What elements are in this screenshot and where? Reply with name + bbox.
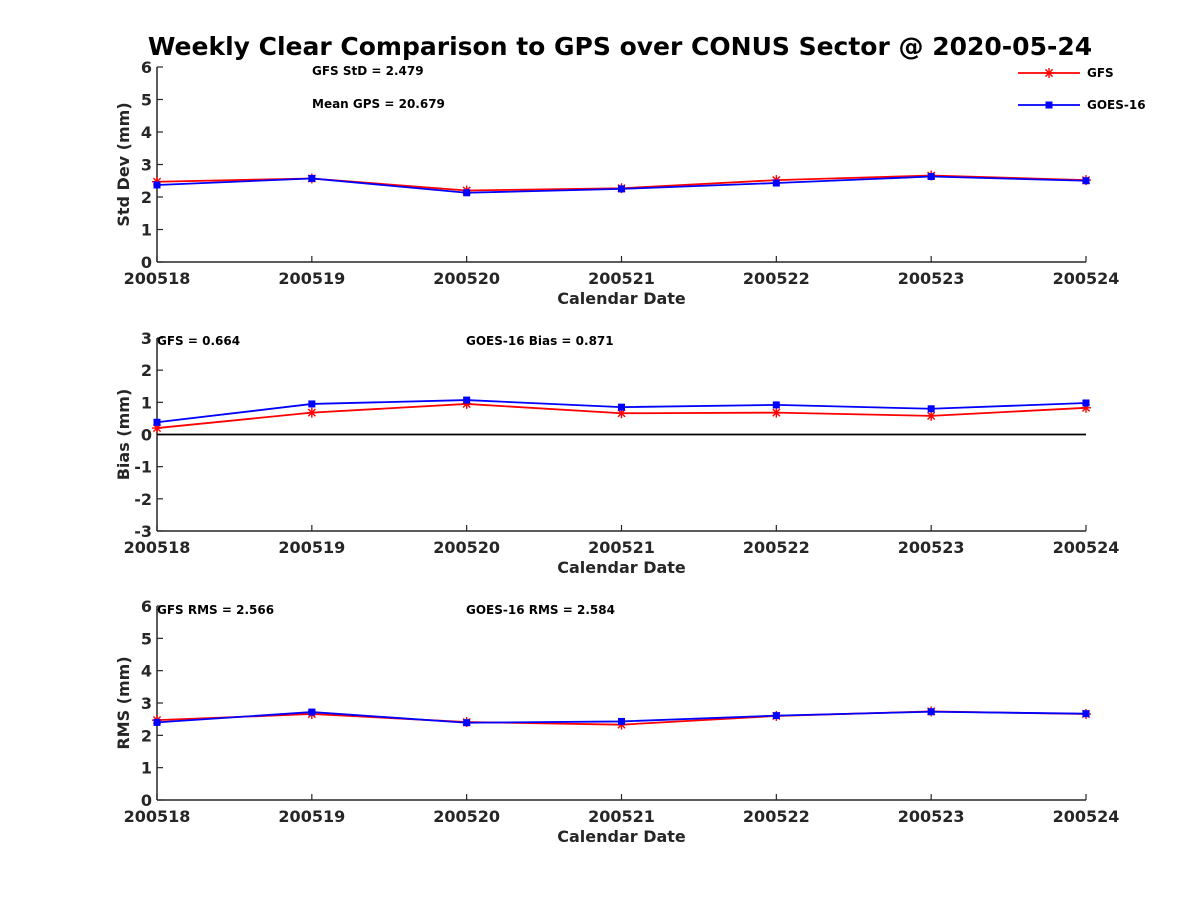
x-tick-label: 200523	[898, 807, 965, 826]
stat-annotation: GFS = 0.664	[157, 334, 240, 348]
x-axis-label: Calendar Date	[557, 289, 686, 308]
goes-16-data-point	[308, 174, 316, 182]
x-tick-label: 200523	[898, 269, 965, 288]
y-tick-label: 1	[141, 221, 152, 240]
goes-16-data-point	[772, 179, 780, 187]
y-axis-label: RMS (mm)	[114, 656, 133, 749]
stat-annotation: GOES-16 Bias = 0.871	[466, 334, 614, 348]
y-tick-label: 3	[141, 329, 152, 348]
y-axis-label: Bias (mm)	[114, 389, 133, 481]
x-tick-label: 200520	[433, 269, 500, 288]
y-tick-label: 1	[141, 393, 152, 412]
x-tick-label: 200524	[1053, 807, 1120, 826]
y-tick-label: -3	[134, 522, 152, 541]
x-tick-label: 200519	[278, 807, 345, 826]
x-tick-label: 200520	[433, 538, 500, 557]
goes-16-data-point	[618, 403, 625, 411]
goes-16-data-point	[463, 719, 471, 727]
gfs-data-point	[306, 407, 317, 418]
x-tick-label: 200524	[1053, 538, 1120, 557]
y-tick-label: -2	[134, 490, 152, 509]
y-axis-label: Std Dev (mm)	[114, 102, 133, 226]
gfs-data-point	[616, 408, 627, 419]
y-tick-label: 4	[141, 662, 152, 681]
y-tick-label: 6	[141, 58, 152, 77]
goes-16-data-point	[1082, 399, 1090, 407]
legend-gfs-marker	[1044, 68, 1054, 78]
goes-16-data-point	[618, 185, 625, 193]
y-tick-label: 3	[141, 694, 152, 713]
y-tick-label: 0	[141, 253, 152, 272]
x-tick-label: 200518	[124, 538, 191, 557]
y-tick-label: 2	[141, 361, 152, 380]
goes-16-data-point	[1082, 710, 1090, 718]
y-tick-label: 3	[141, 156, 152, 175]
x-tick-label: 200521	[588, 269, 655, 288]
y-tick-label: 4	[141, 123, 152, 142]
goes-16-data-point	[927, 405, 935, 413]
gfs-data-point	[926, 410, 937, 421]
std-dev-panel: 0 1 2 3 4 5 6 200518 200519 200520 200521 200522 200…	[114, 58, 1119, 308]
legend-gfs-label: GFS	[1087, 66, 1114, 80]
goes-16-data-point	[153, 418, 161, 426]
stat-annotation: GOES-16 RMS = 2.584	[466, 603, 615, 617]
bias-panel: -3 -2 -1 0 1 2 3 200518 200519 200520 200521 200522…	[114, 329, 1119, 577]
legend: GFS GOES-16	[1018, 66, 1146, 112]
goes-16-data-point	[308, 708, 316, 716]
goes-16-data-point	[153, 181, 161, 189]
y-tick-label: -1	[134, 458, 152, 477]
goes-16-data-point	[772, 712, 780, 720]
x-tick-label: 200521	[588, 538, 655, 557]
gfs-data-point	[771, 407, 782, 418]
y-tick-label: 6	[141, 597, 152, 616]
figure-title: Weekly Clear Comparison to GPS over CONU…	[148, 32, 1092, 61]
x-tick-label: 200518	[124, 269, 191, 288]
legend-goes-16-marker	[1045, 101, 1053, 109]
x-tick-label: 200521	[588, 807, 655, 826]
stat-annotation: GFS RMS = 2.566	[157, 603, 274, 617]
y-tick-label: 1	[141, 759, 152, 778]
y-tick-label: 0	[141, 791, 152, 810]
x-axis-label: Calendar Date	[557, 558, 686, 577]
stat-annotation: GFS StD = 2.479	[312, 64, 424, 78]
x-tick-label: 200522	[743, 807, 810, 826]
y-tick-label: 2	[141, 726, 152, 745]
goes-16-data-point	[153, 718, 161, 726]
x-axis-label: Calendar Date	[557, 827, 686, 846]
y-tick-label: 5	[141, 91, 152, 110]
goes-16-data-point	[618, 717, 625, 725]
y-tick-label: 2	[141, 188, 152, 207]
goes-16-data-point	[463, 189, 471, 197]
goes-16-data-point	[927, 173, 935, 181]
goes-16-data-point	[308, 400, 316, 408]
x-tick-label: 200523	[898, 538, 965, 557]
y-tick-label: 5	[141, 629, 152, 648]
x-tick-label: 200522	[743, 538, 810, 557]
x-tick-label: 200520	[433, 807, 500, 826]
goes-16-data-point	[463, 396, 471, 404]
rms-panel: 0 1 2 3 4 5 6 200518 200519 200520 200521 200522 200…	[114, 597, 1119, 846]
x-tick-label: 200524	[1053, 269, 1120, 288]
x-tick-label: 200519	[278, 269, 345, 288]
y-tick-label: 0	[141, 426, 152, 445]
x-tick-label: 200522	[743, 269, 810, 288]
goes-16-data-point	[927, 708, 935, 716]
goes-16-data-point	[772, 401, 780, 409]
legend-goes-16-label: GOES-16	[1087, 98, 1146, 112]
x-tick-label: 200519	[278, 538, 345, 557]
x-tick-label: 200518	[124, 807, 191, 826]
goes-16-data-point	[1082, 177, 1090, 185]
stat-annotation: Mean GPS = 20.679	[312, 97, 445, 111]
